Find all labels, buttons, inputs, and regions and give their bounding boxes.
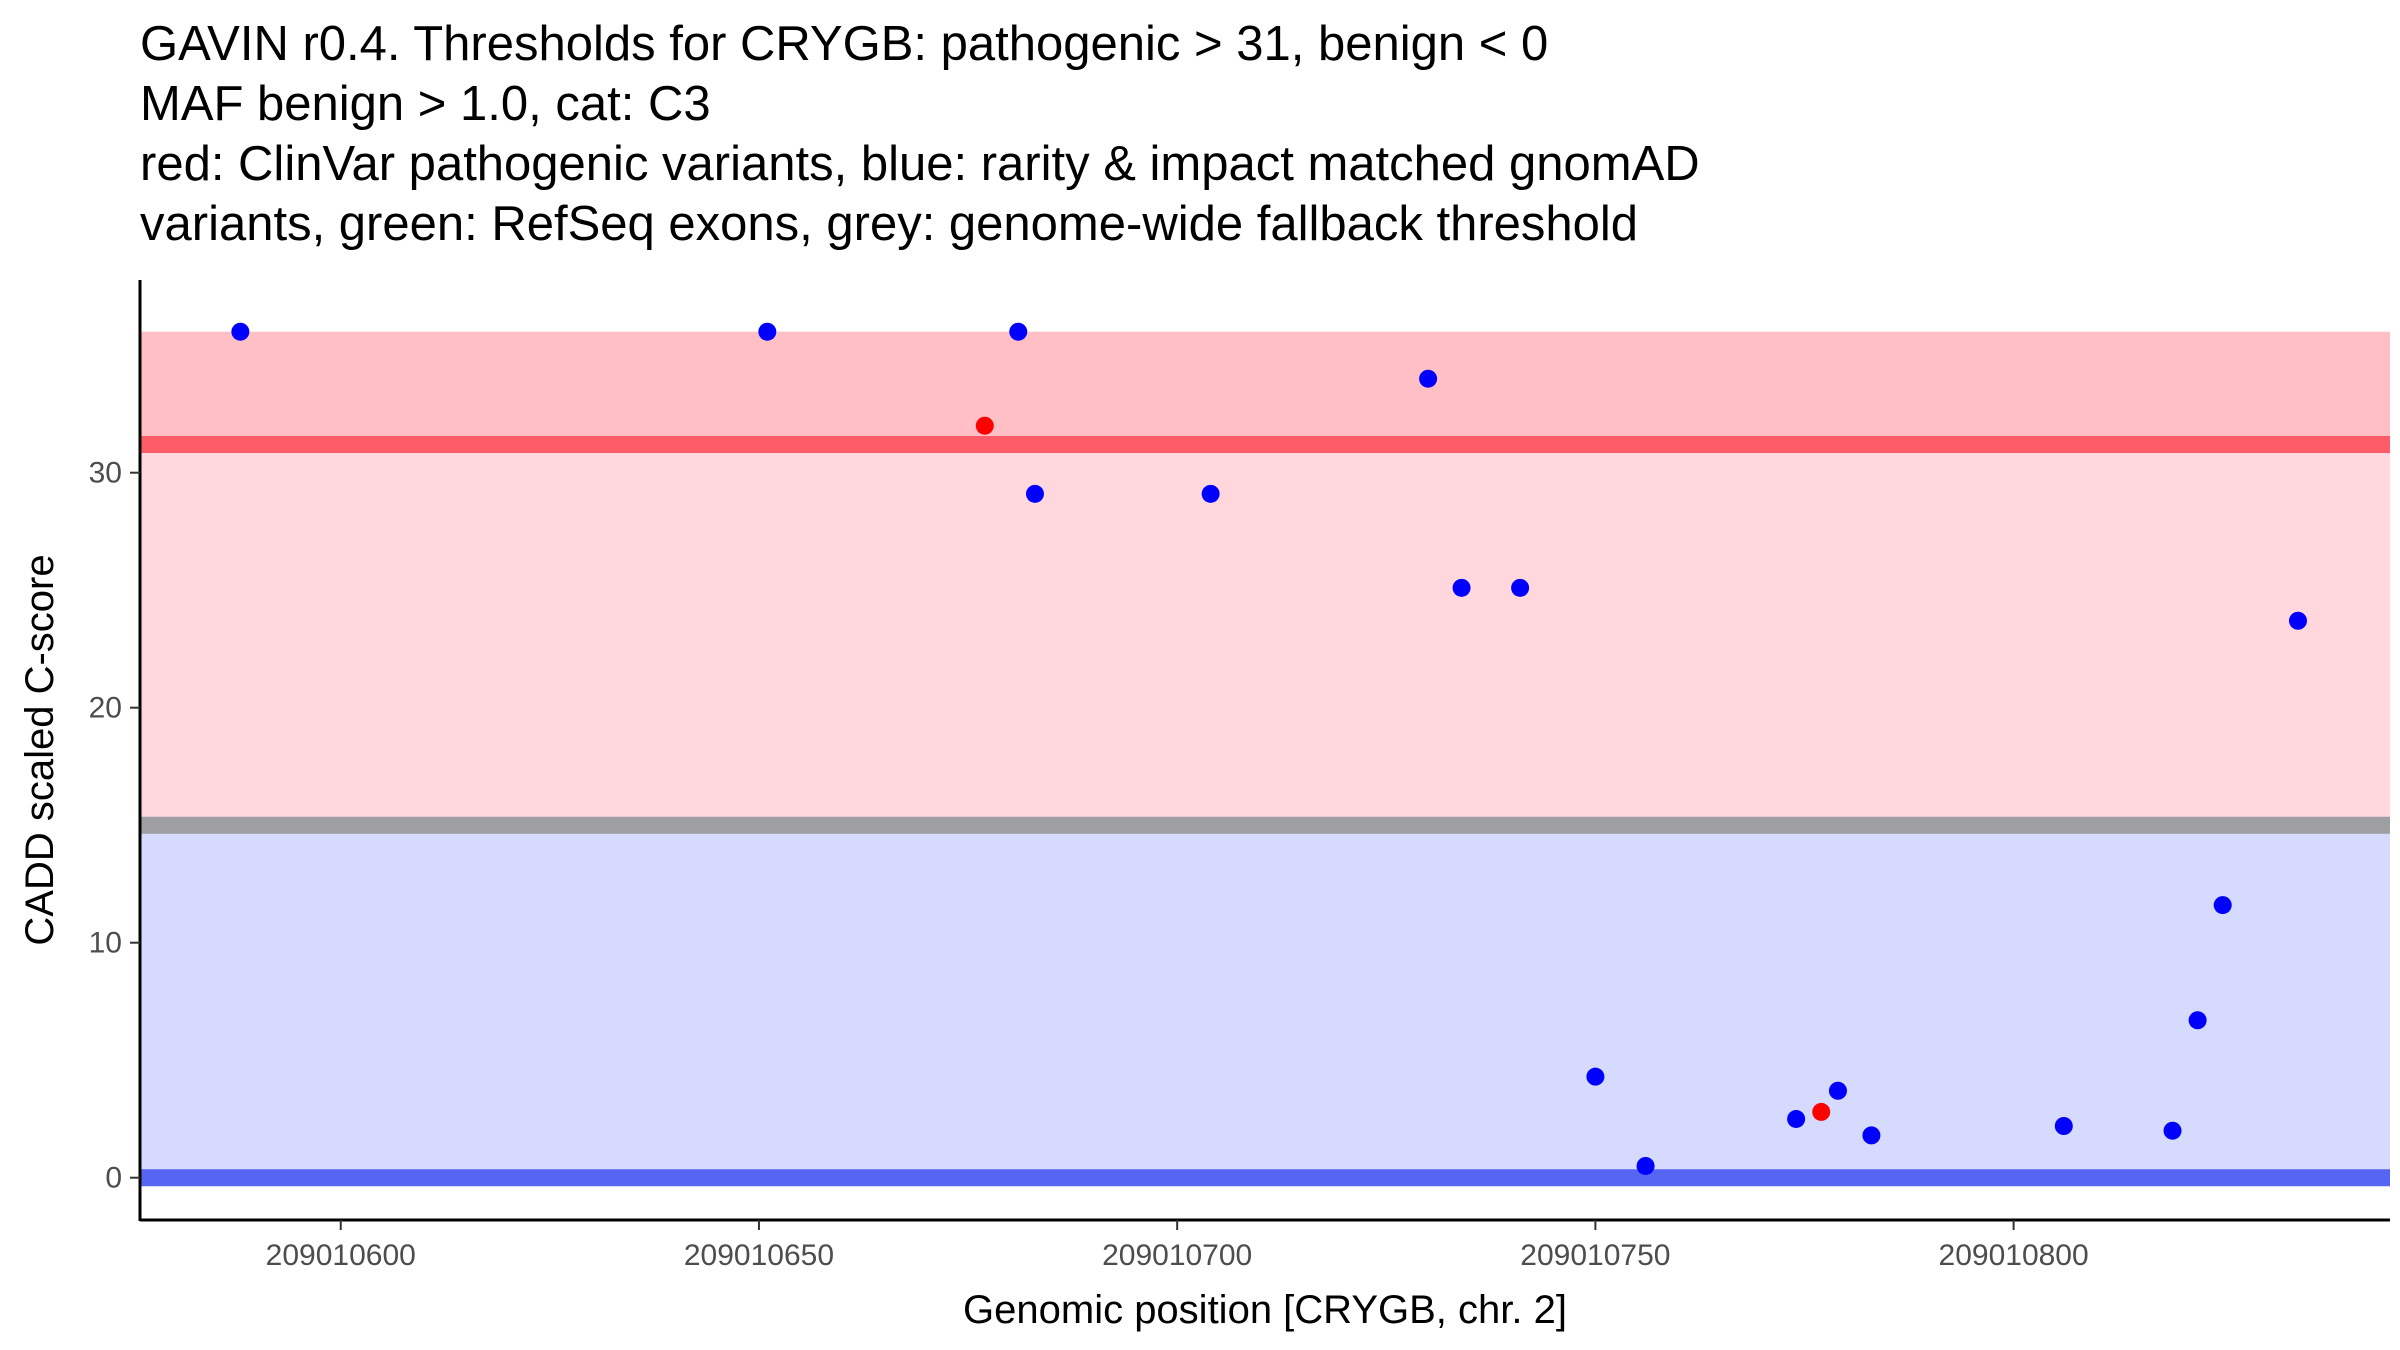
y-tick-label-30: 30 [89, 457, 122, 490]
y-tick-label-10: 10 [89, 927, 122, 960]
threshold-lines [141, 436, 2390, 1187]
x-tick-label-4: 209010800 [1939, 1239, 2089, 1272]
gnomad-point-7 [1511, 578, 1530, 597]
gnomad-point-4 [1201, 484, 1220, 503]
gnomad-point-13 [2054, 1117, 2073, 1135]
x-tick-label-2: 209010700 [1102, 1239, 1252, 1272]
gnomad-point-12 [1862, 1126, 1881, 1145]
pathogenic-band-upper [141, 331, 2390, 445]
title-line-4: variants, green: RefSeq exons, grey: gen… [140, 197, 1638, 251]
gnomad-point-17 [2288, 611, 2307, 630]
gnomad-point-16 [2213, 896, 2232, 915]
title-line-3: red: ClinVar pathogenic variants, blue: … [140, 137, 1700, 191]
gnomad-point-5 [1419, 369, 1438, 388]
threshold-bands [141, 331, 2390, 1178]
benign-band [141, 825, 2390, 1178]
y-tick-label-20: 20 [89, 692, 122, 725]
y-axis-ticks: 0 10 20 30 [89, 457, 140, 1195]
gnomad-point-3 [1025, 484, 1044, 503]
gnomad-point-2 [1009, 322, 1028, 341]
gnomad-point-15 [2188, 1011, 2207, 1030]
data-points [231, 322, 2307, 1175]
y-axis-title: CADD scaled C-score [18, 554, 62, 945]
gnomad-point-6 [1452, 578, 1471, 597]
x-tick-label-1: 209010650 [684, 1239, 834, 1272]
x-axis-ticks: 209010600 209010650 209010700 209010750 2090… [266, 1220, 2089, 1272]
gnomad-point-9 [1636, 1156, 1655, 1175]
gnomad-point-10 [1787, 1109, 1806, 1128]
title-line-2: MAF benign > 1.0, cat: C3 [140, 77, 711, 131]
clinvar-point-1 [1812, 1102, 1831, 1121]
title-line-1: GAVIN r0.4. Thresholds for CRYGB: pathog… [140, 17, 1548, 71]
clinvar-point-0 [975, 416, 994, 435]
gnomad-point-0 [231, 322, 250, 341]
axes [138, 280, 2390, 1222]
chart-title: GAVIN r0.4. Thresholds for CRYGB: pathog… [140, 17, 1700, 251]
gnomad-point-8 [1586, 1067, 1605, 1086]
pathogenic-band-lower [141, 444, 2390, 826]
gnomad-point-11 [1828, 1081, 1847, 1100]
x-tick-label-3: 209010750 [1520, 1239, 1670, 1272]
y-tick-label-0: 0 [105, 1162, 122, 1195]
x-tick-label-0: 209010600 [266, 1239, 416, 1272]
gnomad-point-1 [758, 322, 777, 341]
gnomad-point-14 [2163, 1121, 2182, 1140]
x-axis-title: Genomic position [CRYGB, chr. 2] [963, 1288, 1567, 1332]
